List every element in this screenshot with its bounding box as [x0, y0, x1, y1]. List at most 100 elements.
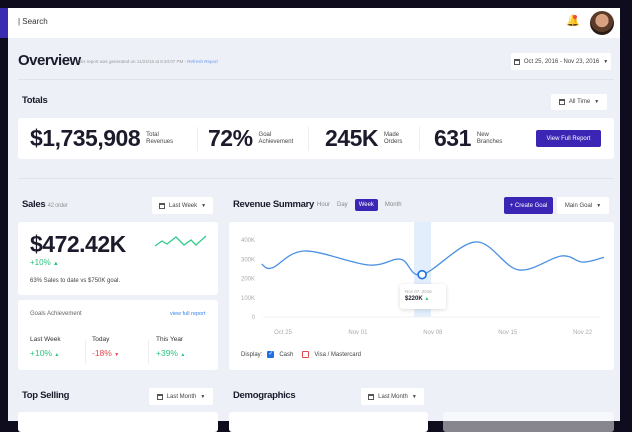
- date-range-picker[interactable]: Oct 25, 2016 - Nov 23, 2016 ▼: [511, 53, 611, 70]
- x-tick-label: Nov 01: [348, 330, 368, 336]
- divider: [197, 126, 198, 151]
- divider: [18, 79, 614, 80]
- series-line-cash: [261, 241, 605, 276]
- search-input[interactable]: | Search: [18, 17, 48, 26]
- y-tick-label: 0: [252, 315, 256, 321]
- top-selling-card: [18, 412, 218, 432]
- goal-achievement: 72% Goal Achievement: [198, 125, 308, 152]
- sales-title: Sales 42 order: [22, 199, 68, 210]
- demographics-title: Demographics: [233, 390, 296, 401]
- y-tick-label: 200K: [241, 277, 255, 283]
- caret-down-icon: ▼: [603, 58, 609, 65]
- top-selling-filter[interactable]: Last Month ▼: [149, 388, 213, 405]
- caret-down-icon: ▼: [200, 393, 206, 400]
- goal-this-year: This Year +39% ▲: [156, 336, 186, 358]
- caret-down-icon: ▼: [596, 202, 602, 209]
- goal-last-week: Last Week +10% ▲: [30, 336, 61, 358]
- tab-week[interactable]: Week: [354, 199, 378, 211]
- demographics-card: [229, 412, 428, 432]
- x-tick-label: Nov 22: [573, 330, 593, 336]
- arrow-down-icon: ▼: [114, 352, 120, 358]
- report-subtitle: This report was generated on 11/24/16 at…: [77, 59, 218, 64]
- y-tick-label: 300K: [241, 257, 255, 263]
- goal-select[interactable]: Main Goal ▼: [557, 197, 609, 214]
- filter-label: All Time: [568, 99, 591, 105]
- calendar-icon: [156, 393, 163, 400]
- divider: [308, 126, 309, 151]
- divider: [419, 126, 420, 151]
- chart-legend: Display: ✓ Cash Visa / Mastercard: [241, 351, 361, 358]
- y-tick-label: 100K: [241, 296, 255, 302]
- sidebar-accent: [0, 8, 8, 38]
- caret-down-icon: ▼: [411, 393, 417, 400]
- made-orders: 245K Made Orders: [309, 125, 419, 152]
- chart-tooltip: Nov 07, 2016 $220K ▲: [400, 284, 446, 309]
- tooltip-date: Nov 07, 2016: [405, 289, 432, 294]
- demographics-side-card: [443, 412, 614, 432]
- sales-sparkline: [154, 235, 207, 247]
- highlight-point: [417, 269, 427, 280]
- arrow-up-icon: ▲: [424, 296, 430, 302]
- tab-month[interactable]: Month: [384, 202, 402, 208]
- stat-value: 631: [434, 125, 471, 151]
- divider: [18, 178, 614, 179]
- goals-card: Goals Achievement view full report Last …: [18, 300, 218, 370]
- stat-label: Goal Achievement: [258, 131, 294, 145]
- revenue-title: Revenue Summary: [233, 199, 315, 210]
- stat-label: New Branches: [476, 131, 503, 145]
- tab-hour[interactable]: Hour: [317, 202, 331, 208]
- arrow-up-icon: ▲: [180, 352, 186, 358]
- top-selling-title: Top Selling: [22, 390, 70, 401]
- revenue-tabs: Hour Day Week Month: [317, 199, 409, 211]
- stat-value: $1,735,908: [30, 125, 141, 151]
- y-tick-label: 400K: [241, 238, 255, 244]
- view-full-report-button[interactable]: View Full Report: [536, 130, 601, 147]
- sales-count: 42 order: [47, 203, 68, 209]
- totals-card: $1,735,908 Total Revenues 72% Goal Achieveme…: [18, 118, 614, 159]
- goals-title: Goals Achievement: [30, 311, 82, 317]
- tooltip-value: $220K ▲: [405, 296, 430, 302]
- arrow-up-icon: ▲: [52, 261, 59, 267]
- arrow-up-icon: ▲: [54, 352, 60, 358]
- legend-cash: Cash: [279, 351, 294, 358]
- top-header: [8, 8, 620, 38]
- page-title: Overview: [18, 52, 81, 69]
- generated-text: This report was generated on 11/24/16 at…: [77, 59, 188, 64]
- create-goal-button[interactable]: + Create Goal: [504, 197, 553, 214]
- divider: [85, 340, 86, 364]
- stat-value: 72%: [208, 125, 253, 151]
- new-branches: 631 New Branches: [420, 125, 530, 152]
- totals-filter[interactable]: All Time ▼: [551, 94, 607, 110]
- legend-visa: Visa / Mastercard: [314, 351, 361, 358]
- date-range-label: Oct 25, 2016 - Nov 23, 2016: [523, 58, 600, 65]
- view-full-report-link[interactable]: view full report: [170, 311, 206, 317]
- x-tick-label: Oct 25: [274, 330, 292, 336]
- cash-checkbox[interactable]: ✓: [267, 351, 275, 358]
- calendar-icon: [368, 393, 375, 400]
- select-label: Main Goal: [564, 202, 593, 209]
- calendar-icon: [513, 58, 520, 65]
- caret-down-icon: ▼: [594, 99, 600, 105]
- calendar-icon: [158, 202, 165, 209]
- stat-label: Total Revenues: [146, 131, 174, 145]
- tab-day[interactable]: Day: [337, 202, 348, 208]
- sales-amount: $472.42K: [30, 231, 126, 257]
- visa-checkbox[interactable]: [302, 351, 310, 358]
- refresh-report-link[interactable]: Refresh Report: [187, 59, 218, 64]
- sales-change: +10% ▲: [30, 258, 59, 267]
- caret-down-icon: ▼: [201, 202, 207, 209]
- avatar[interactable]: [590, 11, 614, 35]
- display-label: Display:: [241, 351, 263, 358]
- stat-value: 245K: [325, 125, 378, 151]
- goal-today: Today -18% ▼: [92, 336, 120, 358]
- x-tick-label: Nov 15: [498, 330, 518, 336]
- sales-card: $472.42K +10% ▲ 63% Sales to date vs $75…: [18, 222, 218, 295]
- sales-note: 63% Sales to date vs $750K goal.: [30, 278, 121, 284]
- totals-title: Totals: [22, 95, 48, 106]
- sales-filter[interactable]: Last Week ▼: [152, 197, 213, 214]
- filter-label: Last Week: [168, 202, 198, 209]
- demographics-filter[interactable]: Last Month ▼: [361, 388, 424, 405]
- stat-label: Made Orders: [383, 131, 403, 145]
- divider: [148, 340, 149, 364]
- x-tick-label: Nov 08: [423, 330, 443, 336]
